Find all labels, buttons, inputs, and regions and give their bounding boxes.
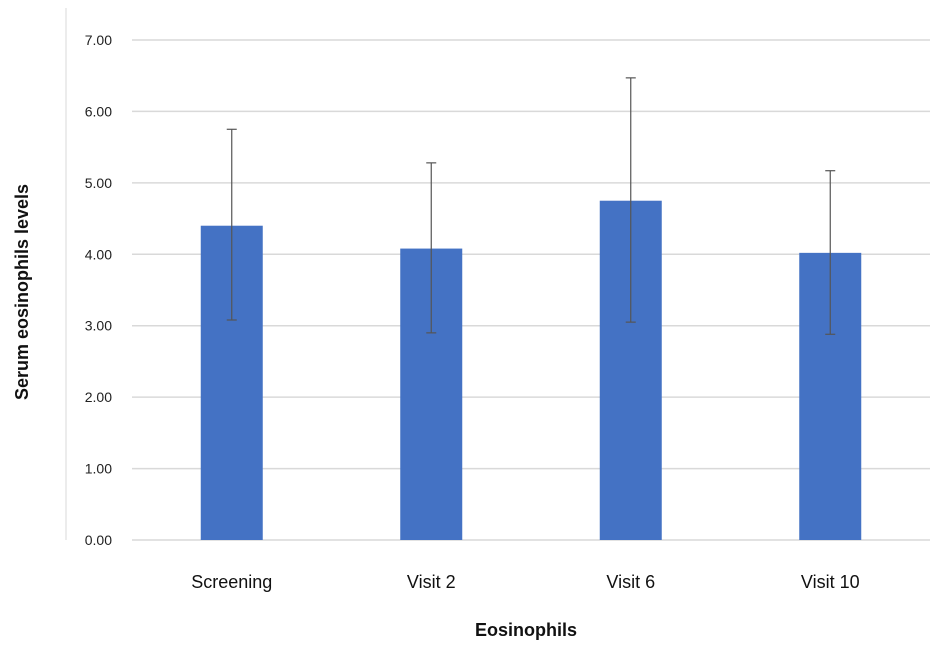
y-tick-label: 5.00: [85, 175, 112, 191]
x-tick-labels: Screening Visit 2 Visit 6 Visit 10: [191, 572, 859, 592]
bars: [200, 200, 862, 541]
gridlines: [132, 39, 930, 541]
x-tick-label: Visit 2: [407, 572, 456, 592]
y-tick-label: 0.00: [85, 532, 112, 548]
y-tick-label: 2.00: [85, 389, 112, 405]
y-tick-label: 7.00: [85, 32, 112, 48]
error-bars: [226, 77, 836, 335]
y-tick-label: 3.00: [85, 318, 112, 334]
y-tick-labels: 0.00 1.00 2.00 3.00 4.00 5.00 6.00 7.00: [85, 32, 112, 548]
y-tick-label: 1.00: [85, 461, 112, 477]
y-tick-label: 4.00: [85, 246, 112, 262]
x-axis-title: Eosinophils: [475, 620, 577, 640]
x-tick-label: Visit 6: [606, 572, 655, 592]
y-tick-label: 6.00: [85, 103, 112, 119]
x-tick-label: Screening: [191, 572, 272, 592]
y-axis-title: Serum eosinophils levels: [12, 184, 32, 400]
x-tick-label: Visit 10: [801, 572, 860, 592]
